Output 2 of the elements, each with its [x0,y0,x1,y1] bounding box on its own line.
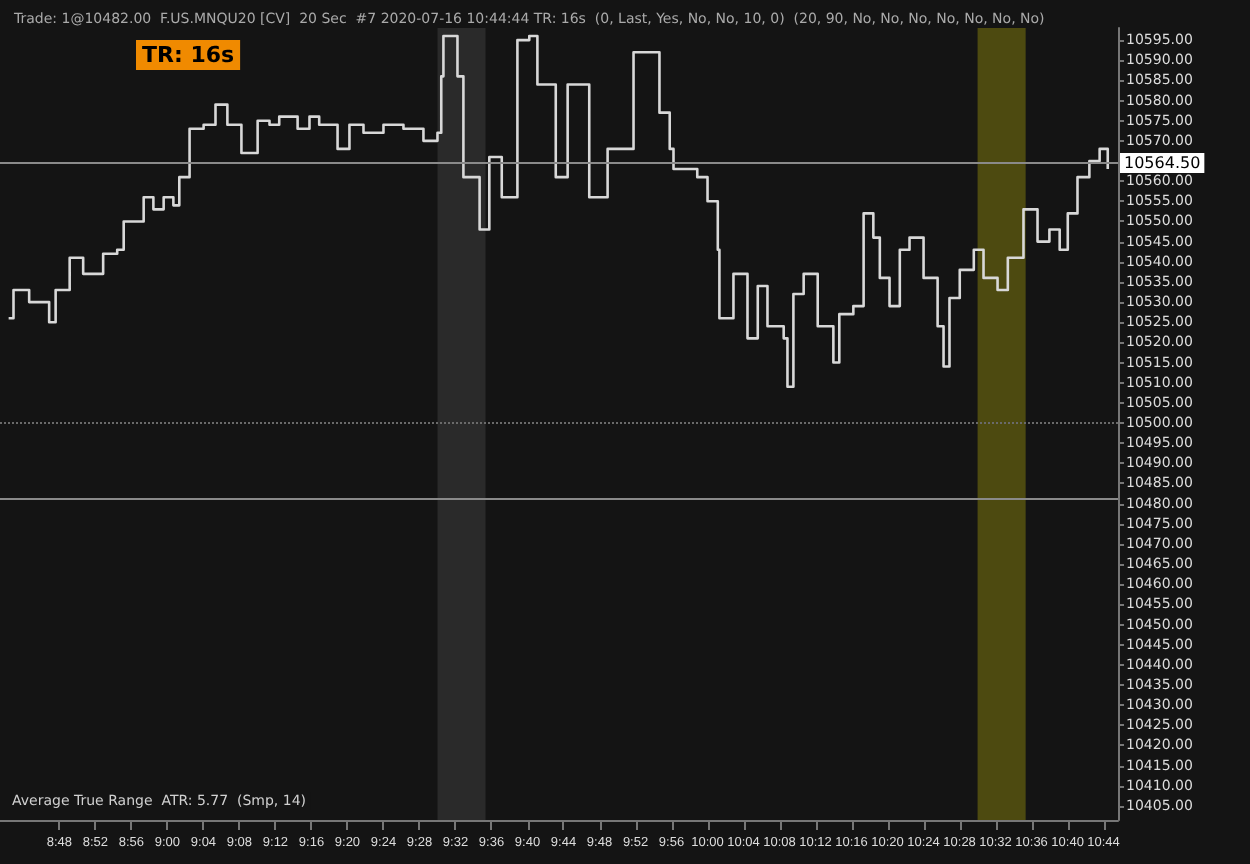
annotation: TR: 16s [142,42,236,68]
ref-line-label: 10564.50 [1124,154,1201,173]
